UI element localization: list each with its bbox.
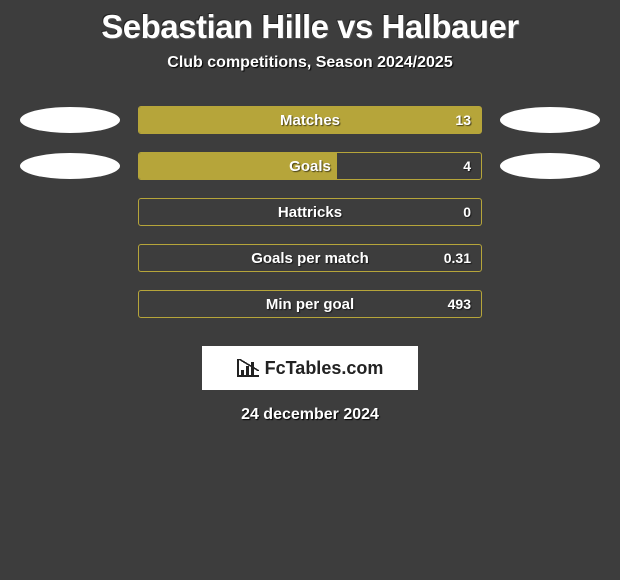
stat-label: Goals per match: [139, 245, 481, 271]
stat-value: 13: [455, 107, 471, 133]
stat-value: 493: [448, 291, 471, 317]
page-title: Sebastian Hille vs Halbauer: [101, 8, 519, 46]
stat-value: 4: [463, 153, 471, 179]
player-right-ellipse: [500, 107, 600, 133]
player-right-ellipse: [500, 153, 600, 179]
stat-row: Min per goal493: [0, 290, 620, 318]
stat-bar: Goals4: [138, 152, 482, 180]
stat-row: Hattricks0: [0, 198, 620, 226]
stat-label: Goals: [139, 153, 481, 179]
stat-bar: Goals per match0.31: [138, 244, 482, 272]
stat-row: Goals per match0.31: [0, 244, 620, 272]
stat-label: Min per goal: [139, 291, 481, 317]
stat-bar: Matches13: [138, 106, 482, 134]
stat-row: Goals4: [0, 152, 620, 180]
stat-bar: Min per goal493: [138, 290, 482, 318]
player-left-ellipse: [20, 107, 120, 133]
stat-label: Hattricks: [139, 199, 481, 225]
stat-label: Matches: [139, 107, 481, 133]
date-label: 24 december 2024: [241, 406, 379, 424]
brand-text: FcTables.com: [265, 358, 384, 379]
brand-badge: FcTables.com: [202, 346, 418, 390]
stat-value: 0.31: [444, 245, 471, 271]
stat-bar: Hattricks0: [138, 198, 482, 226]
comparison-bars: Matches13 Goals4 Hattricks0 Goals per match…: [0, 106, 620, 336]
stat-value: 0: [463, 199, 471, 225]
player-left-ellipse: [20, 153, 120, 179]
stat-row: Matches13: [0, 106, 620, 134]
brand-chart-icon: [237, 359, 259, 377]
subtitle: Club competitions, Season 2024/2025: [167, 54, 452, 72]
